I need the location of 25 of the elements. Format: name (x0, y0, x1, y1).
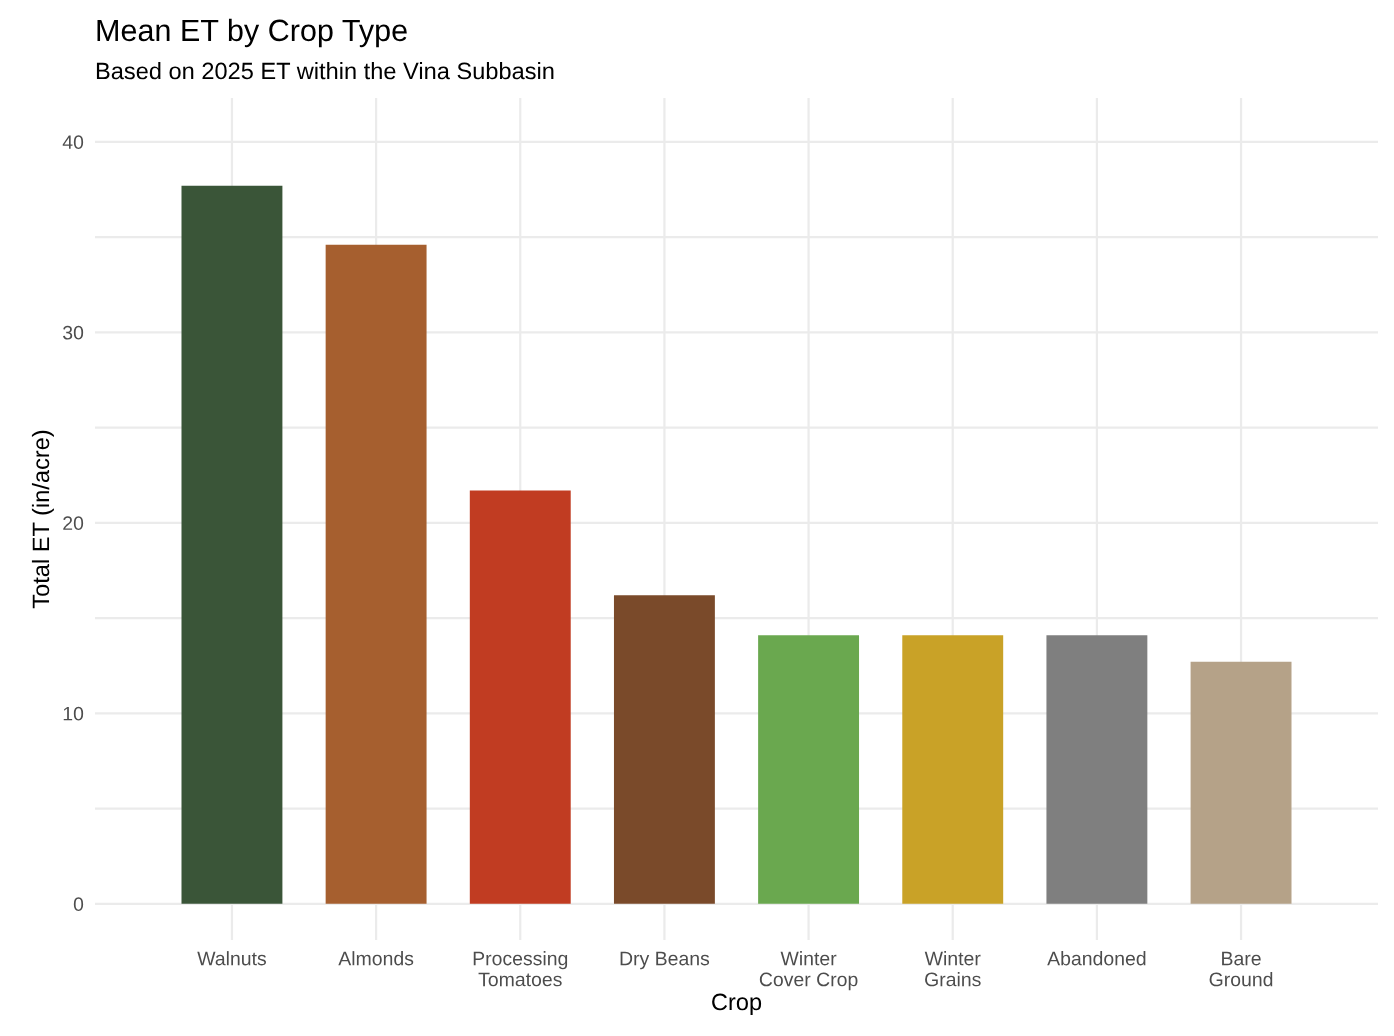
bar (758, 635, 860, 904)
x-tick-label: Processing Tomatoes (473, 951, 568, 987)
y-tick-label: 30 (63, 325, 84, 340)
x-tick-label: Winter Grains (924, 951, 981, 987)
y-axis-title: Total ET (in/acre) (31, 430, 54, 609)
bar (325, 244, 427, 904)
bar (1046, 635, 1148, 904)
x-tick-label: Almonds (338, 951, 414, 966)
bar (1190, 661, 1292, 904)
bar (613, 595, 715, 904)
bar (469, 490, 571, 904)
y-tick-label: 10 (63, 706, 84, 721)
chart-title: Mean ET by Crop Type (97, 18, 407, 48)
y-tick-label: 20 (63, 516, 84, 531)
bar (902, 635, 1004, 904)
x-tick-label: Walnuts (197, 951, 266, 966)
x-tick-label: Winter Cover Crop (759, 951, 858, 991)
x-tick-label: Dry Beans (620, 951, 710, 970)
x-axis-title: Crop (712, 993, 762, 1015)
y-tick-label: 40 (62, 135, 84, 150)
x-tick-label: Bare Ground (1209, 951, 1273, 987)
x-tick-label: Abandoned (1047, 951, 1146, 966)
bar (181, 185, 283, 904)
chart-subtitle: Based on 2025 ET within the Vina Subbasin (96, 62, 554, 80)
y-tick-label: 0 (73, 897, 84, 912)
